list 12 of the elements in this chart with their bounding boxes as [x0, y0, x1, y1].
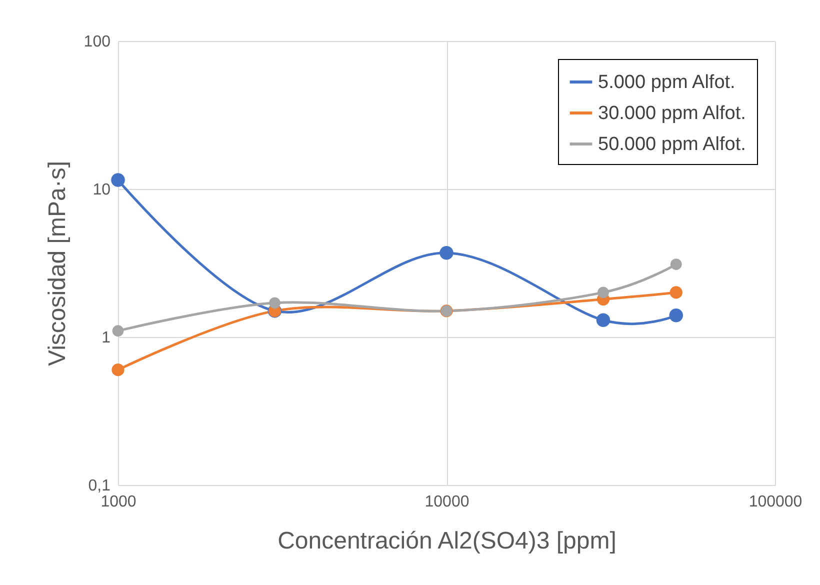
y-tick-label: 100 [84, 34, 111, 50]
y-tick-label: 0,1 [88, 478, 111, 494]
x-tick-label: 100000 [748, 494, 802, 510]
y-tick-label: 10 [92, 182, 111, 198]
legend-label: 5.000 ppm Alfot. [598, 72, 736, 93]
x-axis-title: Concentración Al2(SO4)3 [ppm] [278, 528, 616, 554]
x-tick-label: 10000 [424, 494, 470, 510]
legend-label: 50.000 ppm Alfot. [598, 134, 746, 155]
y-tick-label: 1 [102, 330, 111, 346]
x-tick-label: 1000 [100, 494, 136, 510]
legend-label: 30.000 ppm Alfot. [598, 103, 746, 124]
y-axis-title: Viscosidad [mPa·s] [44, 161, 71, 366]
